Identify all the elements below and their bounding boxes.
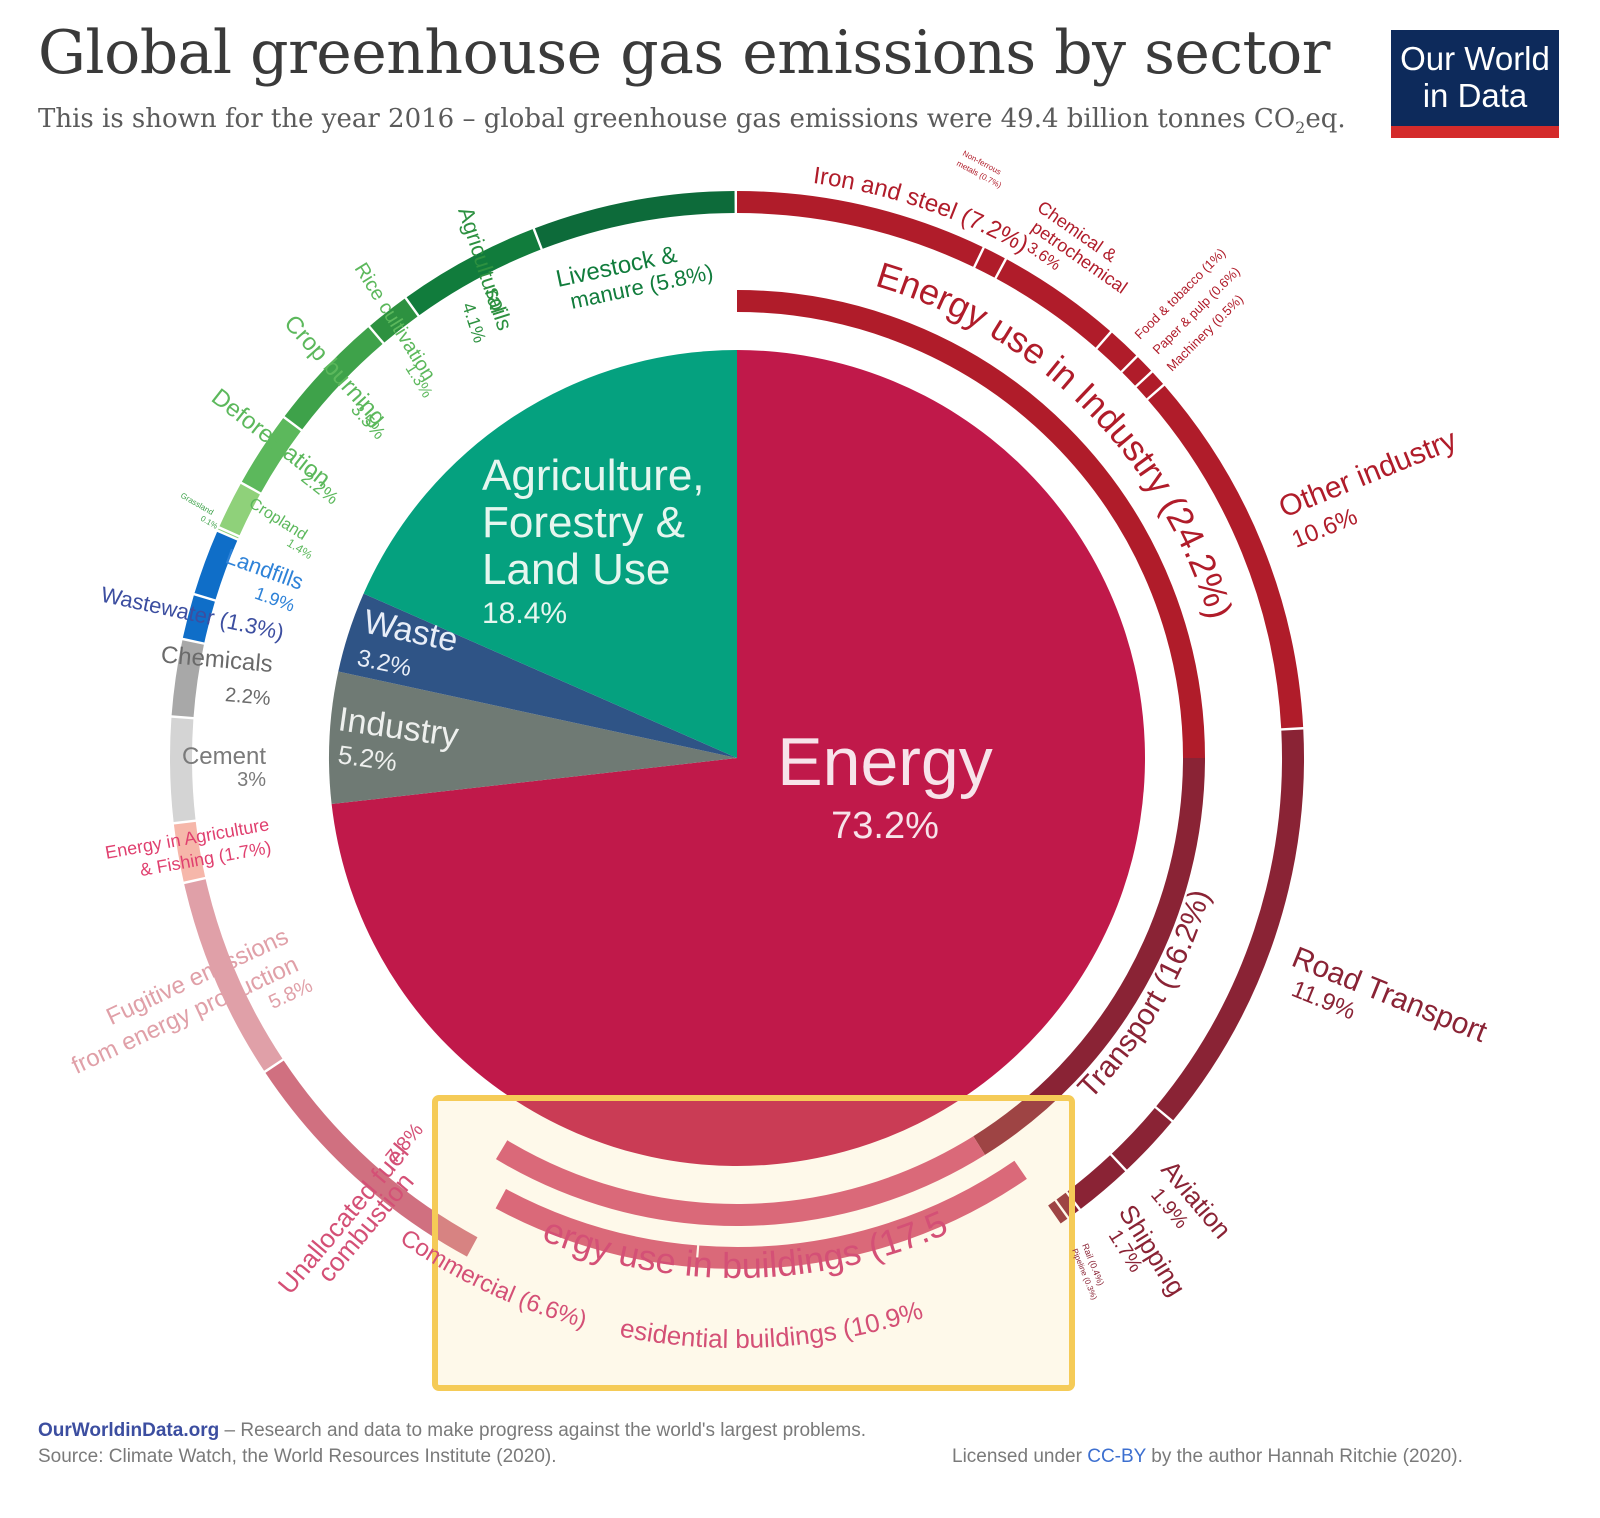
logo-line-2: in Data xyxy=(1422,77,1528,114)
ring-segment-18 xyxy=(171,640,204,718)
energy-value: 73.2% xyxy=(831,805,939,847)
ring-segment-16 xyxy=(173,821,206,882)
ring-segment-2 xyxy=(996,259,1111,348)
other-industry-label: Other industry xyxy=(1274,423,1461,524)
ring-segment-13 xyxy=(495,1188,698,1268)
agriculture-label-1: Agriculture, xyxy=(482,451,705,500)
license-post: by the author Hannah Ritchie (2020). xyxy=(1146,1446,1463,1467)
owid-site-link[interactable]: OurWorldinData.org xyxy=(38,1420,220,1441)
energy-label: Energy xyxy=(777,724,992,800)
footer-license: Licensed under CC-BY by the author Hanna… xyxy=(952,1446,1463,1468)
subtitle-end: eq. xyxy=(1305,104,1346,134)
grassland-label: Grassland xyxy=(179,491,215,517)
agriculture-value: 18.4% xyxy=(482,597,567,630)
emissions-chart: Energy 73.2% Agriculture,Forestry &Land Us… xyxy=(0,140,1492,1391)
ring-segment-8 xyxy=(1111,1107,1172,1170)
cc-by-link[interactable]: CC-BY xyxy=(1087,1446,1146,1467)
ring-segment-14 xyxy=(265,1060,478,1257)
agriculture-slice xyxy=(363,350,737,758)
agriculture-label-3: Land Use xyxy=(482,545,670,594)
ring-segment-23 xyxy=(241,418,301,493)
footer-line-1: OurWorldinData.org – Research and data t… xyxy=(38,1420,866,1442)
highlight-box xyxy=(432,1095,1075,1391)
ring-segment-5 xyxy=(1136,372,1164,399)
subtitle-text: This is shown for the year 2016 – global… xyxy=(38,104,1296,134)
chart-subtitle: This is shown for the year 2016 – global… xyxy=(38,104,1346,137)
ring-segment-3 xyxy=(1097,332,1137,371)
ring-segment-7 xyxy=(1156,729,1304,1121)
ring-segment-1 xyxy=(975,248,1005,278)
ring-segment-9 xyxy=(1067,1155,1126,1209)
ring-segment-27 xyxy=(534,191,735,249)
cropland-value: 1.4% xyxy=(284,536,315,563)
ring-segment-22 xyxy=(219,483,260,536)
grassland-value: 0.1% xyxy=(199,514,219,531)
chart-title: Global greenhouse gas emissions by secto… xyxy=(38,18,1330,88)
ring-segment-6 xyxy=(1148,385,1304,729)
owid-logo[interactable]: Our World in Data xyxy=(1391,30,1559,138)
license-pre: Licensed under xyxy=(952,1446,1088,1467)
ring-segment-11 xyxy=(1048,1200,1068,1224)
ring-segment-25 xyxy=(370,298,418,343)
energy-use-industry-arc xyxy=(736,290,1205,759)
subtitle-subscript: 2 xyxy=(1295,118,1306,138)
ring-segment-20 xyxy=(194,531,238,600)
industry-slice xyxy=(329,671,737,805)
cement-value: 3% xyxy=(237,769,266,791)
transport-arc xyxy=(973,757,1205,1155)
rice-label: Rice cultivation xyxy=(350,259,440,385)
waste-slice xyxy=(338,593,737,758)
energy-slice xyxy=(331,350,1146,1166)
ring-segment-4 xyxy=(1122,357,1152,386)
chemicals-value: 2.2% xyxy=(224,684,272,710)
ring-segment-15 xyxy=(184,879,283,1071)
cement-label: Cement xyxy=(182,743,266,770)
ring-segment-17 xyxy=(170,717,196,822)
ring-segment-19 xyxy=(182,595,215,643)
agriculture-label-2: Forestry & xyxy=(482,498,685,547)
cropland-label: Cropland xyxy=(246,495,310,544)
footer-source: Source: Climate Watch, the World Resourc… xyxy=(38,1446,557,1467)
ring-segment-24 xyxy=(284,327,383,430)
energy-use-buildings-arc xyxy=(495,1136,985,1226)
ring-segment-0 xyxy=(736,191,983,267)
logo-line-1: Our World xyxy=(1400,40,1550,77)
ring-segment-12 xyxy=(697,1160,1027,1269)
ring-segment-26 xyxy=(406,229,541,316)
footer-tagline: – Research and data to make progress aga… xyxy=(219,1420,867,1441)
